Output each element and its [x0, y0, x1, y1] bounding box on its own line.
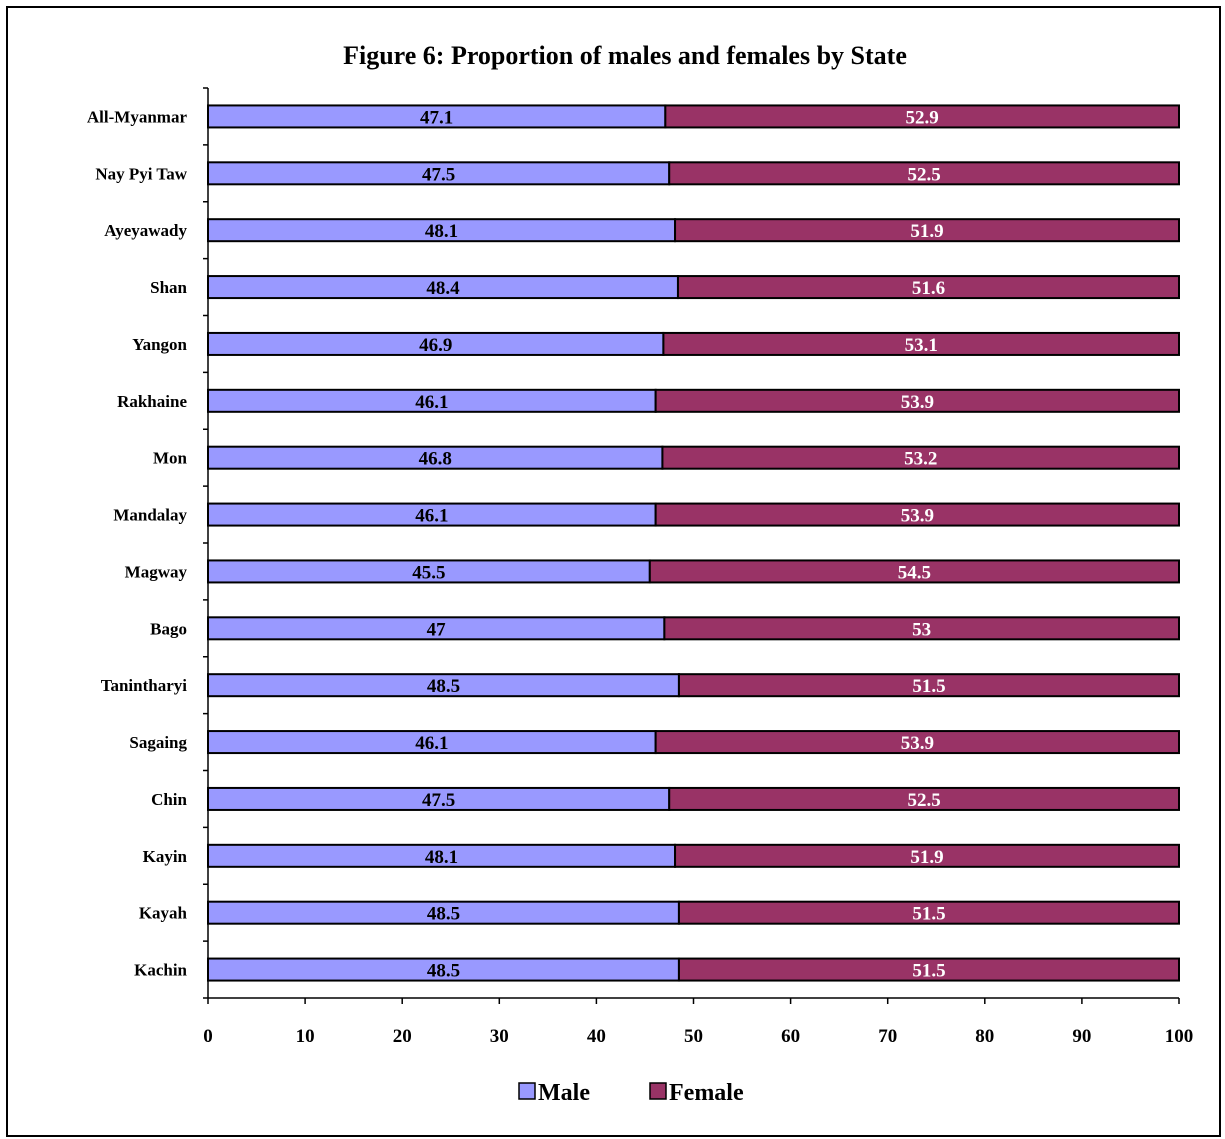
data-label-male: 46.1 — [415, 392, 448, 413]
data-label-female: 51.9 — [910, 847, 943, 868]
data-label-male: 46.1 — [415, 733, 448, 754]
category-label: Sagaing — [129, 733, 187, 752]
legend-swatch-male — [518, 1082, 536, 1100]
category-label: All-Myanmar — [87, 107, 188, 126]
category-label: Kachin — [134, 961, 187, 980]
x-tick-label: 40 — [587, 1026, 606, 1047]
category-label: Nay Pyi Taw — [95, 164, 187, 183]
data-label-male: 46.9 — [419, 335, 452, 356]
data-label-female: 53.9 — [901, 506, 934, 527]
category-label: Tanintharyi — [101, 676, 188, 695]
data-label-male: 47.5 — [422, 790, 455, 811]
bar-female-ayeyawady — [674, 218, 1181, 243]
data-label-male: 47.1 — [420, 107, 453, 128]
category-label: Shan — [150, 278, 187, 297]
data-label-female: 53 — [912, 619, 931, 640]
bar-female-mon — [661, 445, 1180, 470]
data-label-female: 53.2 — [904, 449, 937, 470]
category-label: Mon — [153, 449, 188, 468]
x-tick-label: 30 — [490, 1026, 509, 1047]
x-tick-label: 50 — [684, 1026, 703, 1047]
bar-female-yangon — [662, 331, 1180, 356]
legend-label-female: Female — [669, 1080, 744, 1106]
bar-female-all-myanmar — [664, 104, 1180, 129]
axes-layer: All-Myanmar Nay Pyi Taw Ayeyawady Shan Yango… — [87, 87, 1194, 1047]
category-label: Magway — [125, 562, 188, 581]
data-label-female: 51.5 — [912, 961, 945, 982]
data-label-male: 48.5 — [427, 904, 460, 925]
category-label: Chin — [151, 790, 187, 809]
data-label-female: 51.5 — [912, 676, 945, 697]
data-label-female: 52.5 — [907, 164, 940, 185]
x-tick-label: 0 — [203, 1026, 213, 1047]
bar-female-rakhaine — [654, 388, 1180, 413]
bar-female-shan — [676, 275, 1180, 300]
data-label-female: 53.9 — [901, 733, 934, 754]
data-label-male: 48.4 — [426, 278, 460, 299]
category-label: Bago — [150, 619, 187, 638]
data-label-male: 48.5 — [427, 961, 460, 982]
bar-female-kayin — [674, 843, 1181, 868]
data-label-female: 51.9 — [910, 221, 943, 242]
data-label-female: 52.9 — [906, 107, 939, 128]
category-label: Kayin — [143, 847, 188, 866]
bar-female-kayah — [677, 900, 1180, 925]
data-label-female: 51.6 — [912, 278, 945, 299]
data-label-male: 47 — [427, 619, 447, 640]
bars-layer: 47.1 52.9 47.5 52.5 48.1 51.9 48.4 51.6 46.9 53.1… — [207, 104, 1181, 982]
x-tick-label: 20 — [393, 1026, 412, 1047]
bar-female-kachin — [677, 957, 1180, 982]
legend: Male Female — [518, 1080, 744, 1106]
data-label-male: 45.5 — [412, 562, 445, 583]
x-tick-label: 100 — [1165, 1026, 1194, 1047]
bar-female-magway — [648, 559, 1180, 584]
data-label-female: 52.5 — [907, 790, 940, 811]
data-label-female: 54.5 — [898, 562, 931, 583]
data-label-female: 53.1 — [905, 335, 938, 356]
x-tick-label: 10 — [296, 1026, 315, 1047]
data-label-male: 48.1 — [425, 847, 458, 868]
data-label-female: 53.9 — [901, 392, 934, 413]
data-label-male: 48.5 — [427, 676, 460, 697]
bar-female-mandalay — [654, 502, 1180, 527]
data-label-male: 48.1 — [425, 221, 458, 242]
legend-label-male: Male — [538, 1080, 590, 1106]
category-label: Kayah — [139, 904, 188, 923]
legend-swatch-female — [649, 1082, 667, 1100]
chart-title: Figure 6: Proportion of males and female… — [343, 41, 907, 70]
category-label: Rakhaine — [117, 392, 187, 411]
category-label: Yangon — [132, 335, 187, 354]
bar-female-chin — [668, 786, 1180, 811]
data-label-male: 46.8 — [419, 449, 452, 470]
bar-female-nay-pyi-taw — [668, 161, 1180, 186]
data-label-male: 47.5 — [422, 164, 455, 185]
x-tick-label: 90 — [1072, 1026, 1091, 1047]
category-label: Mandalay — [113, 506, 187, 525]
x-tick-label: 70 — [878, 1026, 897, 1047]
data-label-male: 46.1 — [415, 506, 448, 527]
bar-female-bago — [663, 616, 1180, 641]
bar-female-sagaing — [654, 730, 1180, 755]
x-tick-label: 60 — [781, 1026, 800, 1047]
x-tick-label: 80 — [975, 1026, 994, 1047]
category-label: Ayeyawady — [104, 221, 187, 240]
data-label-female: 51.5 — [912, 904, 945, 925]
bar-female-tanintharyi — [677, 673, 1180, 698]
